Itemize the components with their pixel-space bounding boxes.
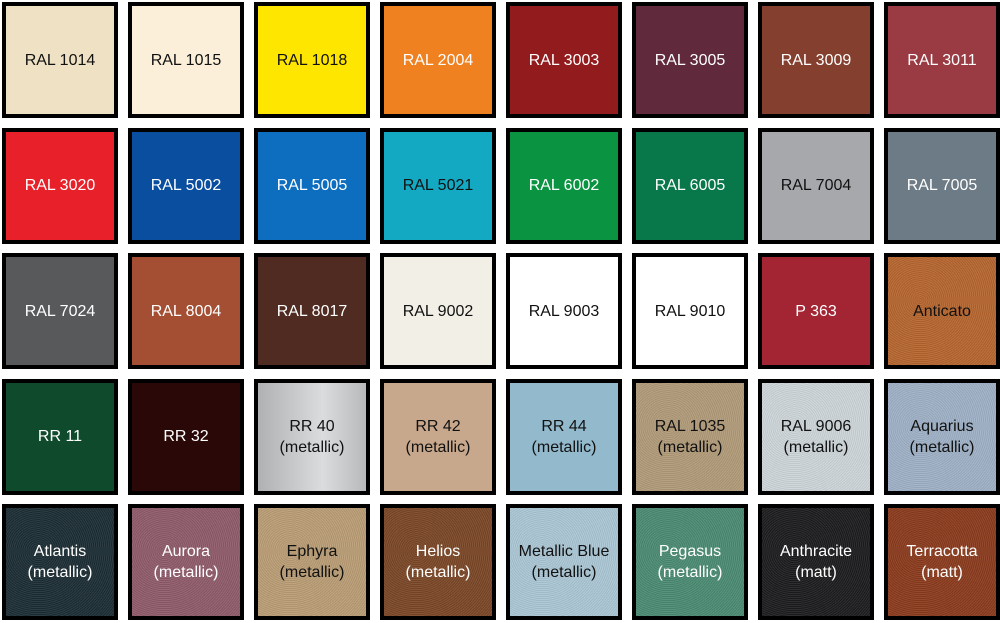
color-swatch: RAL 7024	[2, 253, 118, 369]
swatch-name: Anthracite	[779, 543, 853, 560]
swatch-name: RAL 3009	[780, 51, 852, 69]
swatch-name: RAL 8017	[276, 302, 348, 320]
color-swatch: RAL 8017	[254, 253, 370, 369]
swatch-name: RAL 7005	[906, 177, 978, 194]
swatch-name: RAL 8004	[150, 302, 222, 320]
swatch-name: RAL 1018	[276, 51, 348, 69]
color-swatch: Aurora (metallic)	[128, 504, 244, 620]
color-swatch: RR 32	[128, 378, 244, 495]
color-swatch: RAL 3005	[632, 2, 748, 118]
color-swatch: RAL 3020	[2, 127, 118, 244]
swatch-finish: (metallic)	[279, 438, 345, 456]
swatch-name: RR 40	[289, 417, 335, 435]
swatch-finish: (metallic)	[153, 564, 219, 581]
swatch-name: RAL 9003	[528, 302, 600, 320]
swatch-finish: (metallic)	[279, 564, 345, 581]
swatch-finish: (metallic)	[531, 564, 597, 581]
color-swatch: RAL 6005	[632, 127, 748, 244]
color-swatch: RAL 1035 (metallic)	[632, 378, 748, 495]
swatch-name: RAL 7024	[24, 302, 96, 320]
color-swatch: Aquarius (metallic)	[884, 378, 1000, 495]
swatch-name: RR 11	[37, 428, 83, 445]
color-swatch: RAL 7005	[884, 127, 1000, 244]
color-swatch: Pegasus (metallic)	[632, 504, 748, 620]
color-swatch: RAL 8004	[128, 253, 244, 369]
swatch-finish: (metallic)	[657, 564, 723, 581]
color-swatch: RR 42 (metallic)	[380, 378, 496, 495]
swatch-finish: (matt)	[921, 564, 963, 581]
color-swatch: Terracotta (matt)	[884, 504, 1000, 620]
swatch-name: RAL 3005	[654, 51, 726, 69]
color-swatch: RAL 6002	[506, 127, 622, 244]
color-swatch: RAL 3009	[758, 2, 874, 118]
swatch-finish: (metallic)	[909, 438, 975, 456]
color-swatch: RAL 5002	[128, 127, 244, 244]
swatch-name: RR 32	[163, 428, 209, 445]
color-swatch: Anticato	[884, 253, 1000, 369]
swatch-name: Helios	[415, 543, 461, 560]
swatch-name: Metallic Blue	[518, 543, 610, 560]
swatch-name: RAL 5005	[276, 177, 348, 194]
swatch-name: RR 44	[541, 417, 587, 435]
swatch-name: RAL 3020	[24, 177, 96, 194]
color-swatch: RAL 5021	[380, 127, 496, 244]
color-swatch: RAL 9010	[632, 253, 748, 369]
swatch-name: RAL 1015	[150, 51, 222, 69]
color-swatch: Helios (metallic)	[380, 504, 496, 620]
swatch-name: RAL 9010	[654, 302, 726, 320]
swatch-finish: (metallic)	[657, 438, 723, 456]
color-swatch: RAL 2004	[380, 2, 496, 118]
swatch-name: RAL 3011	[907, 51, 977, 69]
swatch-name: RAL 3003	[528, 51, 600, 69]
color-swatch: Metallic Blue (metallic)	[506, 504, 622, 620]
color-swatch: Anthracite (matt)	[758, 504, 874, 620]
color-swatch: RAL 1015	[128, 2, 244, 118]
swatch-name: RAL 7004	[780, 177, 852, 194]
swatch-name: Atlantis	[33, 543, 87, 560]
swatch-name: RAL 5021	[402, 177, 474, 194]
swatch-name: RAL 1014	[24, 51, 96, 69]
color-swatch: RAL 9003	[506, 253, 622, 369]
color-swatch: RAL 1014	[2, 2, 118, 118]
color-swatch: RAL 3011	[884, 2, 1000, 118]
swatch-name: RAL 6002	[528, 177, 600, 194]
swatch-name: P 363	[795, 302, 837, 320]
color-swatch: RAL 9006 (metallic)	[758, 378, 874, 495]
swatch-name: Ephyra	[286, 543, 338, 560]
swatch-finish: (matt)	[795, 564, 837, 581]
color-swatch: RR 44 (metallic)	[506, 378, 622, 495]
swatch-name: RAL 1035	[654, 417, 726, 435]
swatch-name: RAL 9002	[402, 302, 474, 320]
swatch-name: RAL 9006	[780, 417, 852, 435]
color-swatch: RR 11	[2, 378, 118, 495]
swatch-finish: (metallic)	[531, 438, 597, 456]
color-swatch: RAL 1018	[254, 2, 370, 118]
color-swatch: RAL 5005	[254, 127, 370, 244]
color-swatch: RAL 3003	[506, 2, 622, 118]
swatch-name: RAL 2004	[402, 51, 474, 69]
color-swatch: Ephyra (metallic)	[254, 504, 370, 620]
color-swatch: RAL 7004	[758, 127, 874, 244]
swatch-finish: (metallic)	[27, 564, 93, 581]
swatch-name: Aurora	[161, 543, 211, 560]
swatch-finish: (metallic)	[405, 564, 471, 581]
swatch-name: Terracotta	[906, 543, 978, 560]
color-swatch: RAL 9002	[380, 253, 496, 369]
color-swatch: RR 40 (metallic)	[254, 378, 370, 495]
swatch-name: Aquarius	[910, 417, 974, 435]
color-swatch: P 363	[758, 253, 874, 369]
swatch-name: Anticato	[913, 302, 971, 320]
swatch-name: RR 42	[415, 417, 461, 435]
swatch-finish: (metallic)	[783, 438, 849, 456]
swatch-name: RAL 5002	[150, 177, 222, 194]
swatch-name: Pegasus	[658, 543, 722, 560]
color-swatch: Atlantis (metallic)	[2, 504, 118, 620]
swatch-finish: (metallic)	[405, 438, 471, 456]
swatch-name: RAL 6005	[654, 177, 726, 194]
